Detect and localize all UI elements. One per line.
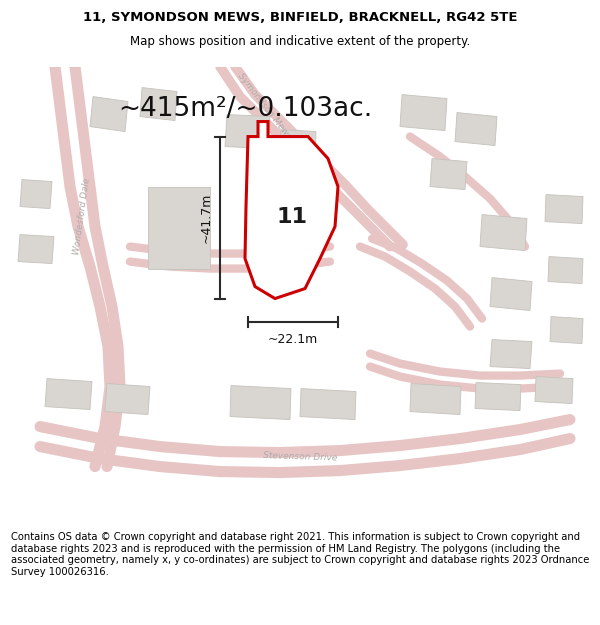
Text: Map shows position and indicative extent of the property.: Map shows position and indicative extent… [130,35,470,48]
Polygon shape [400,94,447,131]
Polygon shape [548,256,583,284]
Polygon shape [455,112,497,146]
Polygon shape [245,121,338,299]
Polygon shape [535,376,573,404]
Polygon shape [475,382,521,411]
Text: Wondesford Dale: Wondesford Dale [72,177,92,256]
Polygon shape [18,234,54,264]
Polygon shape [45,379,92,409]
Polygon shape [545,194,583,224]
Polygon shape [90,96,128,131]
Polygon shape [410,384,461,414]
Polygon shape [140,88,177,121]
Text: 11: 11 [277,206,308,226]
Polygon shape [148,186,210,269]
Polygon shape [230,386,291,419]
Text: ~22.1m: ~22.1m [268,333,318,346]
Polygon shape [490,278,532,311]
Polygon shape [225,114,270,149]
Polygon shape [480,214,527,251]
Polygon shape [490,339,532,369]
Polygon shape [430,159,467,189]
Text: Symondson Mews: Symondson Mews [236,72,293,141]
Polygon shape [105,384,150,414]
Polygon shape [280,129,316,159]
Polygon shape [550,316,583,344]
Text: ~41.7m: ~41.7m [199,192,212,242]
Text: Contains OS data © Crown copyright and database right 2021. This information is : Contains OS data © Crown copyright and d… [11,532,589,577]
Text: Stevenson Drive: Stevenson Drive [263,451,337,462]
Text: ~415m²/~0.103ac.: ~415m²/~0.103ac. [118,96,372,121]
Polygon shape [300,389,356,419]
Polygon shape [20,179,52,209]
Text: 11, SYMONDSON MEWS, BINFIELD, BRACKNELL, RG42 5TE: 11, SYMONDSON MEWS, BINFIELD, BRACKNELL,… [83,11,517,24]
